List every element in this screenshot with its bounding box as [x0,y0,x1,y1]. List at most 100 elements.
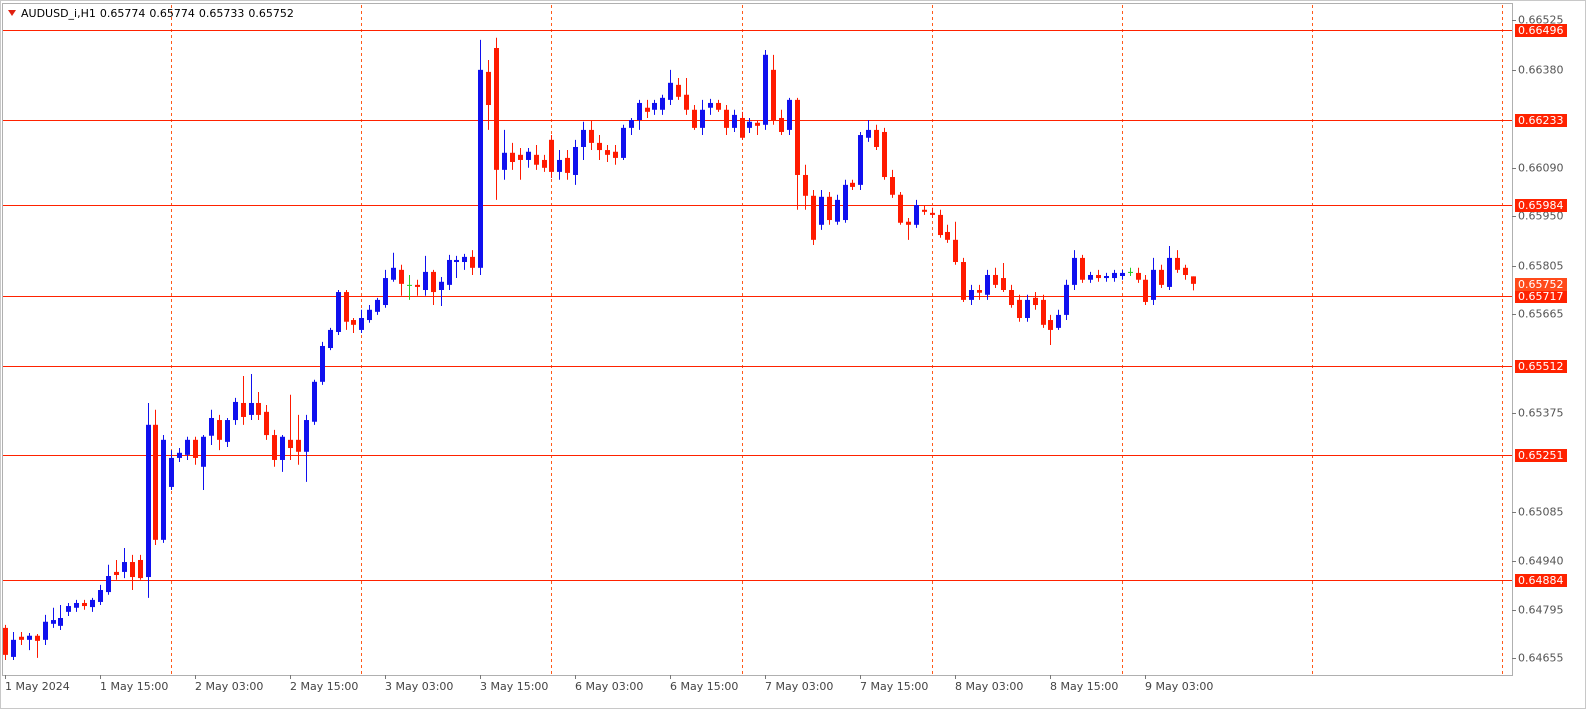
candle-body [1167,257,1172,287]
candle-body [1128,271,1133,273]
level-label: 0.66496 [1518,24,1564,37]
candle-body [1143,279,1148,302]
candle-body [1191,276,1196,284]
candle-body [391,267,396,280]
candle-body [58,618,63,626]
candle-body [510,152,515,163]
y-tick-label: 0.66380 [1518,64,1564,77]
candle-body [280,436,285,460]
candle-body [470,256,475,268]
candle-body [1072,257,1077,285]
candle-body [858,135,863,185]
candle-body [1033,297,1038,306]
candle-body [565,157,570,173]
candle-body [359,317,364,330]
candle-body [383,278,388,306]
candle-body [692,109,697,128]
candle-body [645,107,650,112]
candle-body [1104,276,1109,279]
candle-body [193,439,198,458]
candle-body [961,262,966,300]
symbol-title: AUDUSD_i,H1 [21,7,96,20]
y-tick-label: 0.64795 [1518,604,1564,617]
level-label-box [1515,290,1567,303]
x-tick-label: 6 May 03:00 [575,680,643,693]
candle-body [1080,257,1085,280]
candle-body [985,274,990,295]
candle-body [478,69,483,268]
candle-body [676,84,681,97]
candle-body [597,142,602,151]
candle-body [130,562,135,578]
candle-body [217,420,222,440]
candle-body [755,122,760,126]
candle-body [708,102,713,108]
plot-frame [2,3,1513,676]
x-tick-label: 1 May 2024 [5,680,70,693]
x-tick-label: 9 May 03:00 [1145,680,1213,693]
candle-body [256,402,261,415]
last-low: 0.65733 [198,7,245,20]
candle-body [185,439,190,455]
y-tick-label: 0.65085 [1518,506,1564,519]
candle-body [740,117,745,138]
candle-body [51,620,56,624]
chart-header: AUDUSD_i,H1 0.65774 0.65774 0.65733 0.65752 [8,7,298,20]
candle-body [1025,299,1030,318]
level-label-box [1515,199,1567,212]
candle-body [953,239,958,263]
candle-body [233,401,238,421]
candle-body [375,299,380,312]
candle-body [399,269,404,284]
candle-body [1151,269,1156,300]
candle-body [82,602,87,607]
candle-body [336,292,341,332]
candle-body [486,71,491,106]
candle-body [1064,284,1069,315]
candle-body [573,146,578,175]
level-label-box [1515,360,1567,373]
candle-body [177,452,182,458]
candle-body [264,411,269,436]
candle-body [977,289,982,293]
candle-body [819,196,824,225]
candle-body [898,194,903,223]
candle-body [249,402,254,415]
candle-body [74,602,79,608]
candle-body [787,99,792,130]
candle-body [201,436,206,467]
candle-body [454,259,459,263]
candle-body [1136,272,1141,280]
last-open: 0.65774 [99,7,146,20]
candle-body [241,402,246,417]
candle-body [1088,274,1093,280]
candle-body [423,271,428,290]
x-tick-label: 3 May 15:00 [480,680,548,693]
candle-body [906,221,911,225]
candle-body [866,129,871,138]
level-label: 0.65251 [1518,449,1564,462]
current-price-box [1515,278,1567,291]
level-label: 0.65984 [1518,199,1564,212]
candle-body [843,184,848,221]
level-label-box [1515,24,1567,37]
candle-body [146,424,151,578]
candle-body [1017,299,1022,318]
candle-body [114,571,119,575]
candle-body [922,209,927,212]
candle-body [629,120,634,128]
candle-body [1048,320,1053,330]
candle-body [304,420,309,452]
candle-body [1175,257,1180,270]
candle-body [732,114,737,128]
x-tick-label: 8 May 15:00 [1050,680,1118,693]
candle-body [288,439,293,449]
candle-body [589,129,594,143]
candle-body [367,309,372,321]
candle-body [462,256,467,263]
candle-body [312,381,317,422]
candle-body [35,635,40,641]
candle-body [122,562,127,572]
candle-body [43,621,48,640]
